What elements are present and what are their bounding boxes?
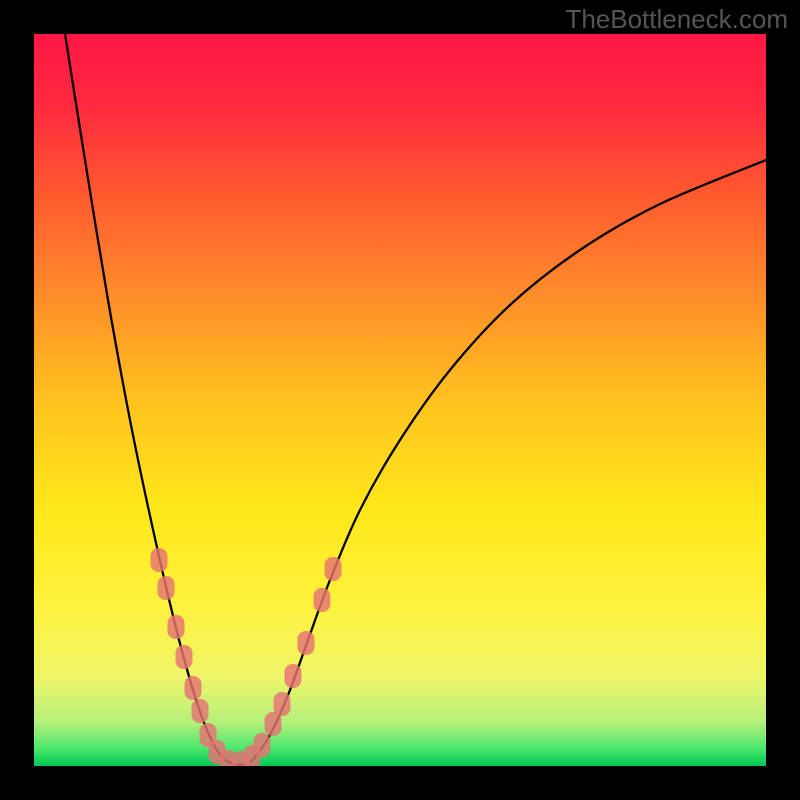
data-marker [185,676,202,700]
data-marker [158,576,175,600]
bottleneck-curve [65,34,766,765]
data-marker [176,645,193,669]
data-marker [254,733,271,757]
data-marker [274,692,291,716]
watermark-text: TheBottleneck.com [565,4,788,35]
data-marker [265,712,282,736]
data-marker [192,699,209,723]
curve-layer [0,0,800,800]
data-marker [314,588,331,612]
data-marker [285,664,302,688]
data-marker [298,631,315,655]
data-marker [168,615,185,639]
chart-stage: TheBottleneck.com [0,0,800,800]
data-marker [325,557,342,581]
data-marker [151,548,168,572]
